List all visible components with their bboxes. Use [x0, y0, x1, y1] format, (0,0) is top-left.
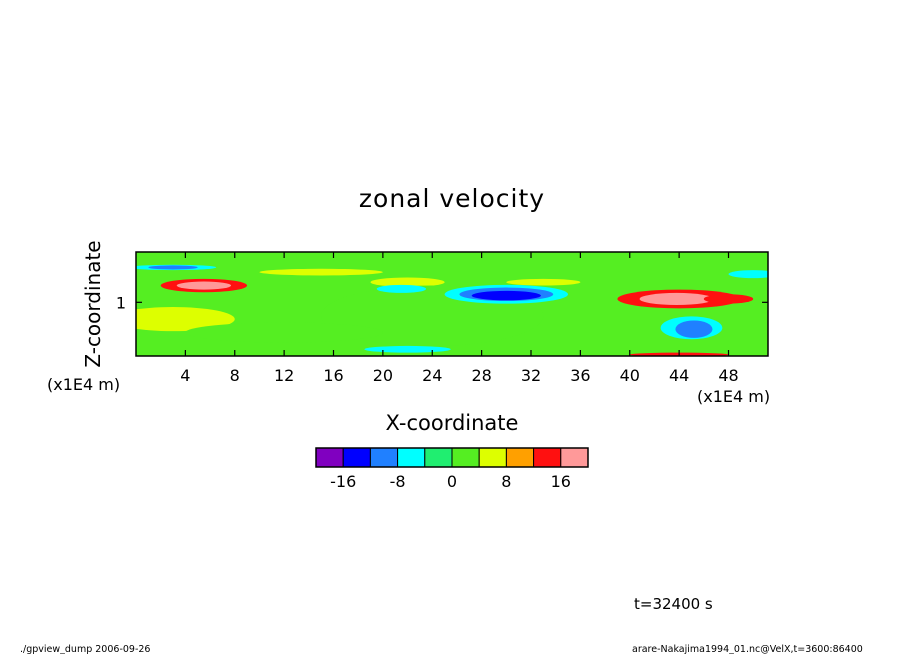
- colorbar: -16 -8 0 8 16: [315, 447, 589, 491]
- colorbar-tick-label: -8: [390, 472, 406, 491]
- x-tick-label: 44: [669, 366, 689, 385]
- time-label: t=32400 s: [634, 595, 713, 613]
- heatmap-cell: [136, 307, 235, 332]
- colorbar-swatch: [397, 447, 426, 468]
- colorbar-swatch: [505, 447, 535, 468]
- heatmap-cell: [176, 281, 232, 290]
- footer-program: ./gpview_dump 2006-09-26: [20, 644, 150, 654]
- y-axis-ticks: 1: [116, 293, 768, 312]
- y-tick-label: 1: [116, 293, 126, 312]
- plot-frame: [135, 251, 769, 357]
- y-axis-label: Z-coordinate: [81, 240, 105, 367]
- footer-source: arare-Nakajima1994_01.nc@VelX,t=3600:864…: [632, 644, 863, 654]
- heatmap-cell: [675, 320, 713, 338]
- heatmap-cell: [148, 265, 198, 270]
- chart-title: zonal velocity: [359, 184, 545, 213]
- colorbar-swatch: [451, 447, 480, 468]
- heatmap-cell: [703, 294, 754, 304]
- x-tick-label: 40: [620, 366, 640, 385]
- x-tick-label: 32: [521, 366, 541, 385]
- heatmap-cell: [506, 278, 581, 286]
- x-tick-label: 16: [323, 366, 343, 385]
- x-tick-label: 48: [718, 366, 738, 385]
- x-axis-label: X-coordinate: [386, 411, 519, 435]
- colorbar-swatch: [478, 447, 507, 468]
- x-tick-label: 4: [180, 366, 190, 385]
- colorbar-tick-label: 8: [501, 472, 511, 491]
- heatmap-cell: [728, 270, 768, 279]
- x-tick-label: 12: [274, 366, 294, 385]
- colorbar-swatch: [342, 447, 371, 468]
- heatmap-field: [136, 252, 768, 356]
- colorbar-tick-label: -16: [330, 472, 356, 491]
- heatmap-cell: [185, 322, 383, 343]
- heatmap-cell: [364, 345, 451, 353]
- x-tick-label: 36: [570, 366, 590, 385]
- heatmap-cell: [376, 284, 427, 293]
- x-axis-unit: (x1E4 m): [697, 387, 770, 406]
- colorbar-frame: [315, 447, 589, 468]
- heatmap-cell: [370, 277, 445, 287]
- colorbar-swatch: [424, 447, 453, 468]
- heatmap-cell: [639, 292, 714, 306]
- heatmap-cell: [471, 290, 541, 301]
- colorbar-swatch: [560, 447, 589, 468]
- x-tick-label: 8: [230, 366, 240, 385]
- x-axis-ticks: 4 8 12 16 20 24 28 32 36 40 44 48: [180, 252, 739, 385]
- colorbar-tick-label: 0: [447, 472, 457, 491]
- x-tick-label: 28: [471, 366, 491, 385]
- heatmap-cell: [259, 268, 383, 276]
- colorbar-tick-label: 16: [551, 472, 571, 491]
- colorbar-swatch: [315, 447, 344, 468]
- y-axis-unit: (x1E4 m): [47, 375, 120, 394]
- x-tick-label: 20: [373, 366, 393, 385]
- colorbar-swatch: [533, 447, 562, 468]
- x-tick-label: 24: [422, 366, 442, 385]
- colorbar-swatch: [369, 447, 399, 468]
